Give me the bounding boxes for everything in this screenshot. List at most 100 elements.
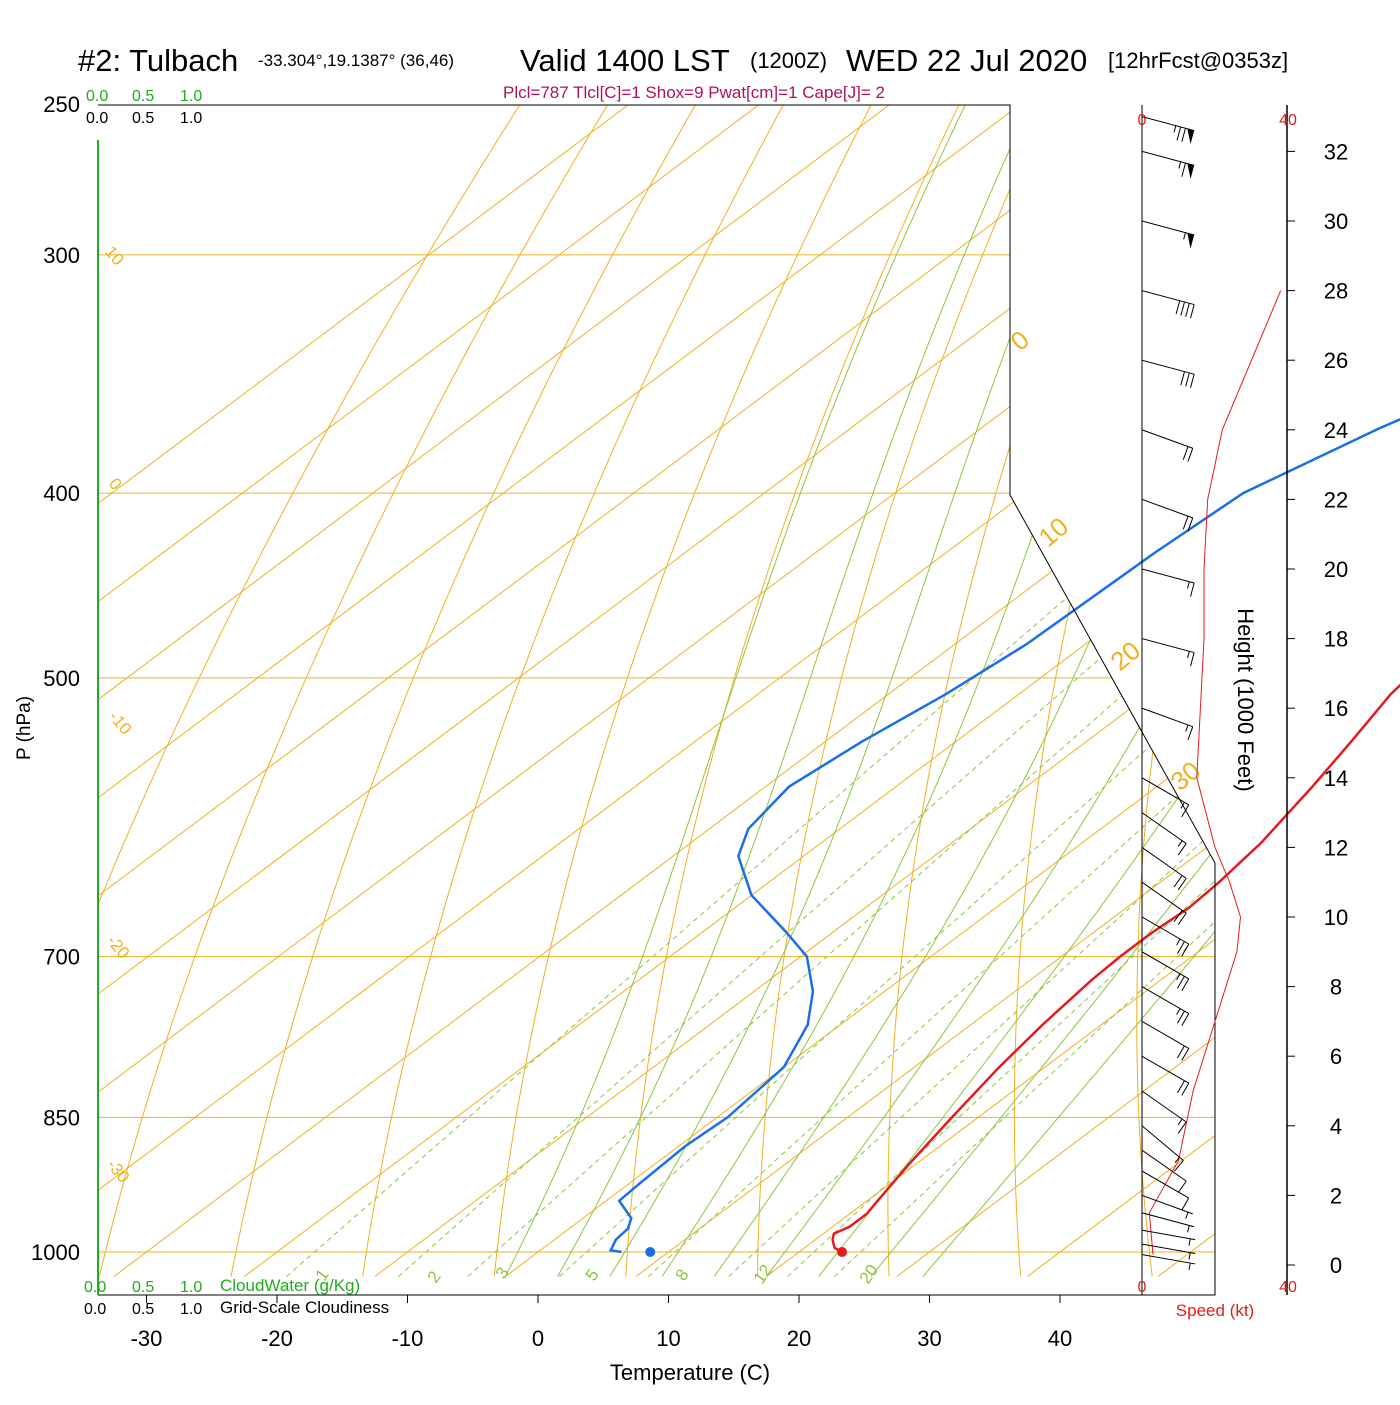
wind-barb-flag: [1182, 1198, 1189, 1210]
isotherm-line: [0, 70, 1400, 1276]
wind-barb: [1142, 499, 1193, 531]
cloud-cover-label: Grid-Scale Cloudiness: [220, 1298, 389, 1317]
mixing-ratio-line: [560, 493, 1400, 1276]
mixing-ratio-line: [468, 493, 1352, 1276]
moist-adiabat-line: [871, 70, 1400, 1276]
height-axis-tick-label: 6: [1330, 1044, 1342, 1069]
wind-barb-pennant: [1187, 233, 1194, 248]
isotherm-line: [0, 70, 935, 1276]
wind-barb-staff: [1142, 430, 1193, 448]
dry-adiabat-line: [99, 70, 628, 1276]
wind-barb-staff: [1142, 917, 1189, 944]
wind-barb: [1142, 1091, 1186, 1133]
dry-adiabat-line: [1371, 70, 1400, 1276]
moist-adiabat-line: [505, 70, 982, 1276]
plot-frame: [98, 105, 1215, 1295]
cloud-water-tick: 1.0: [180, 88, 202, 105]
dry-adiabat-line: [363, 70, 803, 1276]
x-axis-tick-label: 40: [1048, 1326, 1072, 1351]
wind-barb-flag: [1186, 303, 1190, 317]
x-axis-tick-label: 20: [787, 1326, 811, 1351]
y-axis-tick-label: 300: [43, 243, 80, 268]
wind-barb-flag: [1186, 373, 1190, 387]
isotherm-line: [505, 70, 1400, 1276]
isotherm-line: [0, 70, 674, 1276]
dry-adiabat-label: 10: [101, 242, 128, 269]
wind-barb-half-flag: [1179, 162, 1181, 169]
cloud-water-tick: 0.5: [132, 88, 154, 105]
wind-barb-staff: [1142, 569, 1194, 583]
speed-axis-tick-label: 0: [1138, 1279, 1147, 1296]
height-axis-tick-label: 16: [1324, 696, 1348, 721]
wind-barb-half-flag: [1189, 1239, 1190, 1246]
wind-barb-half-flag: [1188, 582, 1190, 589]
wind-barb-flag: [1177, 976, 1184, 988]
height-axis-tick-label: 20: [1324, 557, 1348, 582]
wind-barb: [1142, 151, 1194, 178]
mixing-ratio-line: [835, 493, 1400, 1276]
moist-adiabat-line: [610, 70, 1119, 1276]
temperature-profile-line: [833, 136, 1400, 1252]
cloud-water-tick: 0.0: [86, 88, 108, 105]
height-axis-tick-label: 10: [1324, 905, 1348, 930]
dry-adiabat-line: [231, 70, 716, 1276]
height-axis-tick-label: 18: [1324, 627, 1348, 652]
dry-adiabat-line: [626, 70, 976, 1276]
height-axis-tick-label: 32: [1324, 139, 1348, 164]
wind-barb-flag: [1181, 302, 1185, 316]
height-axis-tick-label: 24: [1324, 418, 1348, 443]
wind-barb: [1142, 639, 1194, 666]
wind-barb-staff: [1142, 639, 1194, 653]
cloud-water-tick: 0.0: [84, 1279, 106, 1296]
wind-barb-half-flag: [1184, 233, 1186, 240]
mixing-ratio-line: [788, 493, 1400, 1276]
wind-barb-staff: [1142, 291, 1194, 305]
height-axis-tick-label: 0: [1330, 1253, 1342, 1278]
height-axis-title: Height (1000 Feet): [1233, 608, 1258, 791]
x-axis-tick-label: 10: [656, 1326, 680, 1351]
cloud-cover-tick: 0.0: [86, 110, 108, 127]
wind-barb: [1142, 813, 1186, 855]
wind-barb-staff: [1142, 1126, 1183, 1161]
cloud-water-tick: 1.0: [180, 1279, 202, 1296]
station-coords: -33.304°,19.1387° (36,46): [258, 51, 454, 70]
wind-barb-half-flag: [1174, 126, 1176, 133]
wind-barb-flag: [1182, 128, 1186, 142]
mixing-ratio-label: 5: [582, 1266, 603, 1285]
zulu-time: (1200Z): [750, 48, 827, 73]
wind-barb-staff: [1142, 221, 1194, 235]
dry-adiabat-line: [1255, 70, 1400, 1276]
wind-barb-flag: [1182, 163, 1186, 177]
cloud-water-scale-top: 0.0 0.5 1.0: [86, 88, 202, 105]
wind-barb-half-flag: [1186, 725, 1188, 732]
wind-barb-flag: [1177, 127, 1181, 141]
x-axis-tick-label: 0: [532, 1326, 544, 1351]
dry-adiabat-line: [494, 70, 889, 1276]
isotherm-line: [244, 70, 1400, 1276]
wind-barb-half-flag: [1177, 1009, 1181, 1015]
mixing-ratio-line: [729, 493, 1400, 1276]
y-axis-tick-label: 1000: [31, 1240, 80, 1265]
valid-time: Valid 1400 LST: [520, 43, 730, 78]
moist-adiabat-label: 20: [1105, 635, 1146, 677]
cloud-cover-scale-top: 0.0 0.5 1.0: [86, 110, 202, 127]
wind-barb-half-flag: [1188, 1225, 1190, 1232]
height-axis-tick-label: 26: [1324, 348, 1348, 373]
wind-barb: [1142, 117, 1194, 144]
isotherm-line: [0, 70, 1196, 1276]
y-axis-tick-label: 400: [43, 481, 80, 506]
wind-barb: [1142, 1021, 1189, 1060]
mixing-ratio-label: 8: [672, 1266, 693, 1285]
wind-barb: [1142, 1230, 1195, 1245]
height-axis-tick-label: 22: [1324, 487, 1348, 512]
isotherm-line: [0, 70, 1066, 1276]
wind-barb-flag: [1182, 1048, 1189, 1060]
cloud-cover-tick: 1.0: [180, 110, 202, 127]
wind-barb-flag: [1183, 447, 1188, 460]
wind-barb-half-flag: [1178, 1119, 1182, 1125]
wind-barb-flag: [1177, 942, 1184, 954]
wind-barb-half-flag: [1177, 939, 1181, 945]
cloud-water-tick: 0.5: [132, 1279, 154, 1296]
